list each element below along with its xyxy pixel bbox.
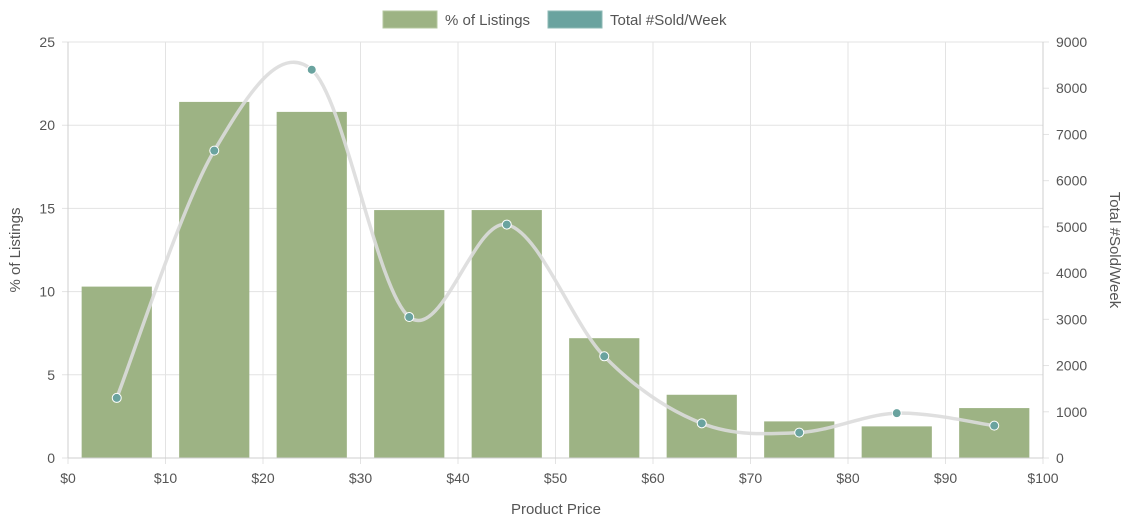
x-tick-label: $10 [154,470,178,486]
y2-tick-label: 8000 [1056,80,1087,96]
y-axis-title: % of Listings [7,207,24,292]
bar[interactable] [179,101,250,459]
x-tick-label: $30 [349,470,373,486]
bar[interactable] [861,426,932,458]
sold-point[interactable] [306,64,317,75]
y-tick-label: 25 [39,34,55,50]
bar[interactable] [81,286,152,458]
sold-line-series [111,60,1000,438]
y-tick-label: 10 [39,284,55,300]
x-tick-label: $60 [641,470,665,486]
y2-tick-label: 5000 [1056,219,1087,235]
legend-label-sold[interactable]: Total #Sold/Week [610,12,727,29]
y-tick-label: 0 [47,450,55,466]
x-tick-label: $80 [836,470,860,486]
sold-point[interactable] [696,418,707,429]
bar[interactable] [276,111,347,458]
sold-point[interactable] [891,408,902,419]
axes: $0 $10 $20 $30 $40 $50 $60 $70 $80 $90 $100 0 5 10 15 2… [39,34,1087,486]
x-tick-label: $90 [934,470,958,486]
y-tick-label: 20 [39,117,55,133]
legend: % of Listings Total #Sold/Week [382,10,727,29]
sold-point[interactable] [404,312,415,323]
y-tick-label: 5 [47,367,55,383]
sold-point[interactable] [111,392,122,403]
x-tick-label: $50 [544,470,568,486]
bars [81,101,1030,459]
x-tick-label: $20 [251,470,275,486]
y-tick-label: 15 [39,200,55,216]
y2-tick-label: 6000 [1056,173,1087,189]
bar[interactable] [471,210,542,458]
y2-tick-label: 7000 [1056,126,1087,142]
sold-point[interactable] [209,145,220,156]
bar[interactable] [374,210,445,458]
sold-point[interactable] [794,427,805,438]
y2-axis-title: Total #Sold/Week [1106,192,1123,309]
x-axis-title: Product Price [511,501,601,518]
sold-line [115,60,995,436]
sold-point[interactable] [989,420,1000,431]
x-tick-label: $70 [739,470,763,486]
y2-tick-label: 3000 [1056,311,1087,327]
x-tick-label: $100 [1027,470,1058,486]
legend-label-listings[interactable]: % of Listings [445,12,530,29]
legend-swatch-sold[interactable] [547,10,603,29]
y2-tick-label: 0 [1056,450,1064,466]
bar[interactable] [764,421,835,458]
y2-tick-label: 4000 [1056,265,1087,281]
y2-tick-label: 1000 [1056,404,1087,420]
y2-tick-label: 2000 [1056,358,1087,374]
y2-tick-label: 9000 [1056,34,1087,50]
sold-point[interactable] [501,219,512,230]
x-tick-label: $0 [60,470,76,486]
sold-point[interactable] [599,351,610,362]
legend-swatch-listings[interactable] [382,10,438,29]
x-tick-label: $40 [446,470,470,486]
bar[interactable] [959,408,1030,458]
